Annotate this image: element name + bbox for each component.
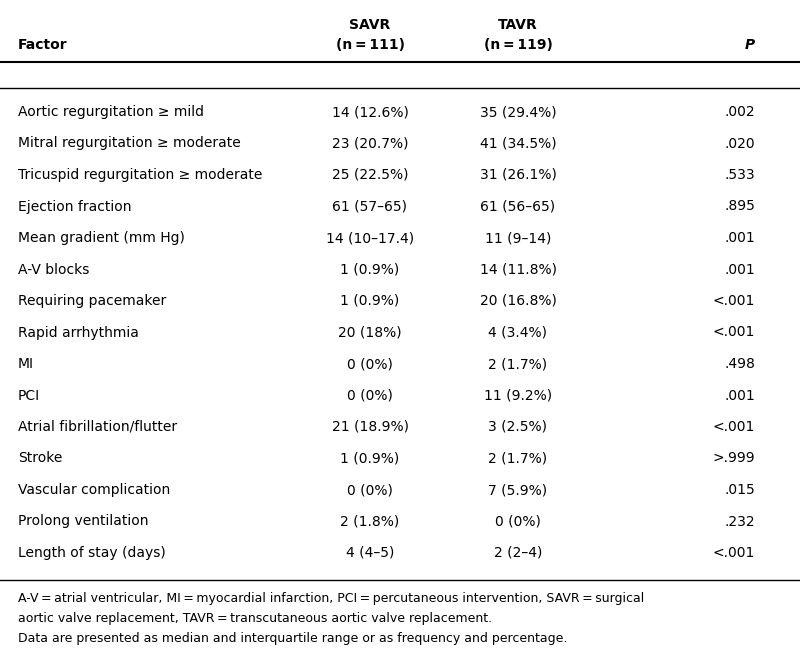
- Text: Rapid arrhythmia: Rapid arrhythmia: [18, 325, 139, 339]
- Text: Data are presented as median and interquartile range or as frequency and percent: Data are presented as median and interqu…: [18, 632, 567, 645]
- Text: 0 (0%): 0 (0%): [347, 389, 393, 403]
- Text: .895: .895: [724, 200, 755, 214]
- Text: SAVR: SAVR: [350, 18, 390, 32]
- Text: 20 (16.8%): 20 (16.8%): [479, 294, 557, 308]
- Text: Stroke: Stroke: [18, 452, 62, 466]
- Text: 2 (1.7%): 2 (1.7%): [489, 357, 547, 371]
- Text: Aortic regurgitation ≥ mild: Aortic regurgitation ≥ mild: [18, 105, 204, 119]
- Text: 0 (0%): 0 (0%): [347, 483, 393, 497]
- Text: 21 (18.9%): 21 (18.9%): [331, 420, 409, 434]
- Text: <.001: <.001: [713, 420, 755, 434]
- Text: 4 (4–5): 4 (4–5): [346, 546, 394, 560]
- Text: .002: .002: [724, 105, 755, 119]
- Text: 4 (3.4%): 4 (3.4%): [489, 325, 547, 339]
- Text: Requiring pacemaker: Requiring pacemaker: [18, 294, 166, 308]
- Text: .498: .498: [724, 357, 755, 371]
- Text: .001: .001: [724, 231, 755, 245]
- Text: 14 (10–17.4): 14 (10–17.4): [326, 231, 414, 245]
- Text: 31 (26.1%): 31 (26.1%): [479, 168, 557, 182]
- Text: 61 (57–65): 61 (57–65): [333, 200, 407, 214]
- Text: 20 (18%): 20 (18%): [338, 325, 402, 339]
- Text: 35 (29.4%): 35 (29.4%): [480, 105, 556, 119]
- Text: 1 (0.9%): 1 (0.9%): [340, 294, 400, 308]
- Text: Length of stay (days): Length of stay (days): [18, 546, 166, 560]
- Text: 61 (56–65): 61 (56–65): [481, 200, 555, 214]
- Text: 1 (0.9%): 1 (0.9%): [340, 452, 400, 466]
- Text: Factor: Factor: [18, 38, 68, 52]
- Text: 0 (0%): 0 (0%): [347, 357, 393, 371]
- Text: aortic valve replacement, TAVR = transcutaneous aortic valve replacement.: aortic valve replacement, TAVR = transcu…: [18, 612, 492, 625]
- Text: (n = 111): (n = 111): [335, 38, 405, 52]
- Text: .001: .001: [724, 389, 755, 403]
- Text: <.001: <.001: [713, 325, 755, 339]
- Text: <.001: <.001: [713, 546, 755, 560]
- Text: .232: .232: [724, 514, 755, 528]
- Text: A-V blocks: A-V blocks: [18, 263, 90, 277]
- Text: 11 (9–14): 11 (9–14): [485, 231, 551, 245]
- Text: 23 (20.7%): 23 (20.7%): [332, 136, 408, 150]
- Text: Tricuspid regurgitation ≥ moderate: Tricuspid regurgitation ≥ moderate: [18, 168, 262, 182]
- Text: 2 (2–4): 2 (2–4): [494, 546, 542, 560]
- Text: Mitral regurgitation ≥ moderate: Mitral regurgitation ≥ moderate: [18, 136, 241, 150]
- Text: 1 (0.9%): 1 (0.9%): [340, 263, 400, 277]
- Text: 25 (22.5%): 25 (22.5%): [332, 168, 408, 182]
- Text: 0 (0%): 0 (0%): [495, 514, 541, 528]
- Text: Ejection fraction: Ejection fraction: [18, 200, 131, 214]
- Text: .533: .533: [724, 168, 755, 182]
- Text: 2 (1.8%): 2 (1.8%): [340, 514, 400, 528]
- Text: 11 (9.2%): 11 (9.2%): [484, 389, 552, 403]
- Text: 41 (34.5%): 41 (34.5%): [480, 136, 556, 150]
- Text: (n = 119): (n = 119): [483, 38, 553, 52]
- Text: PCI: PCI: [18, 389, 40, 403]
- Text: Atrial fibrillation/flutter: Atrial fibrillation/flutter: [18, 420, 177, 434]
- Text: .001: .001: [724, 263, 755, 277]
- Text: 3 (2.5%): 3 (2.5%): [489, 420, 547, 434]
- Text: >.999: >.999: [712, 452, 755, 466]
- Text: .020: .020: [724, 136, 755, 150]
- Text: .015: .015: [724, 483, 755, 497]
- Text: 14 (11.8%): 14 (11.8%): [479, 263, 557, 277]
- Text: TAVR: TAVR: [498, 18, 538, 32]
- Text: Prolong ventilation: Prolong ventilation: [18, 514, 149, 528]
- Text: P: P: [745, 38, 755, 52]
- Text: 14 (12.6%): 14 (12.6%): [331, 105, 409, 119]
- Text: Mean gradient (mm Hg): Mean gradient (mm Hg): [18, 231, 185, 245]
- Text: 7 (5.9%): 7 (5.9%): [489, 483, 547, 497]
- Text: 2 (1.7%): 2 (1.7%): [489, 452, 547, 466]
- Text: MI: MI: [18, 357, 34, 371]
- Text: Vascular complication: Vascular complication: [18, 483, 170, 497]
- Text: A-V = atrial ventricular, MI = myocardial infarction, PCI = percutaneous interve: A-V = atrial ventricular, MI = myocardia…: [18, 592, 644, 605]
- Text: <.001: <.001: [713, 294, 755, 308]
